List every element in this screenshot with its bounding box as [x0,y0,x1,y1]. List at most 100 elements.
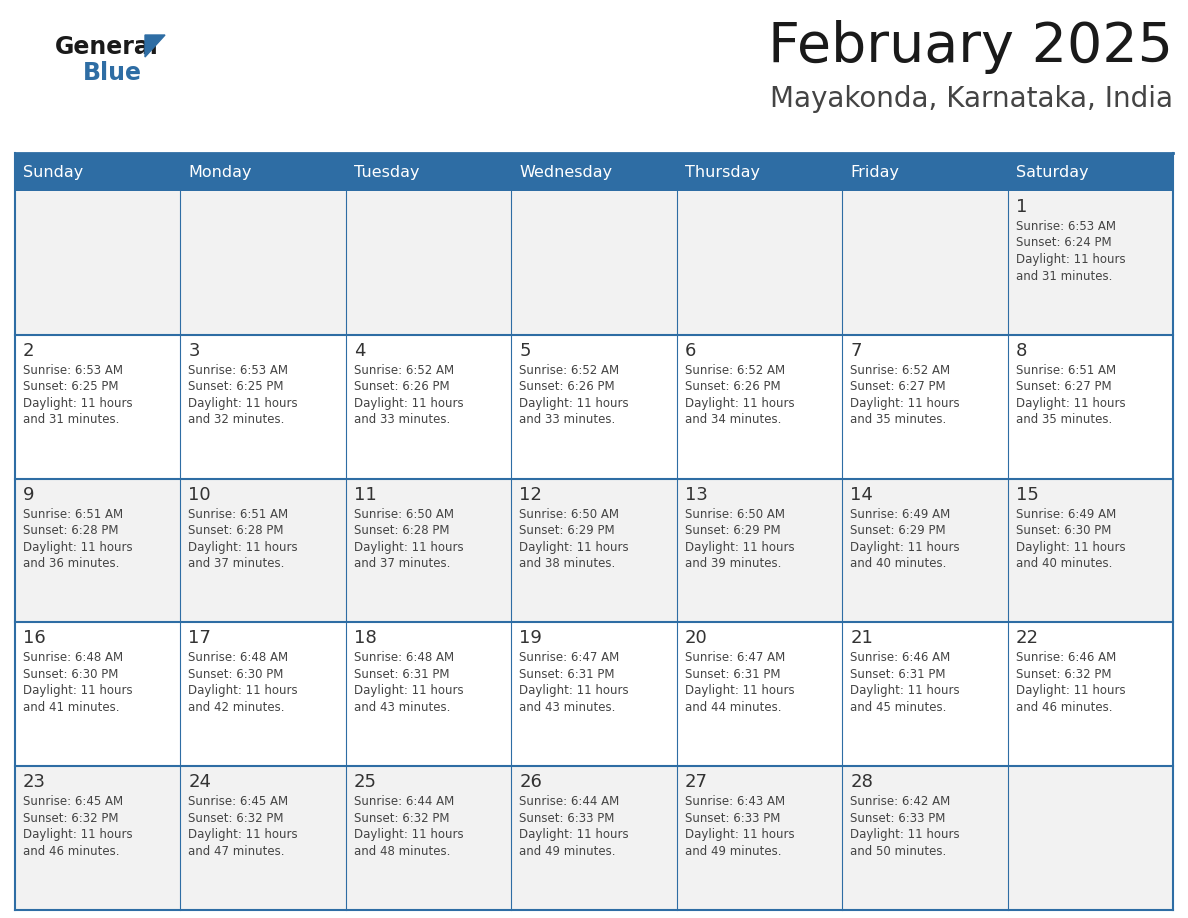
Text: Sunrise: 6:52 AM: Sunrise: 6:52 AM [354,364,454,376]
Text: Sunset: 6:24 PM: Sunset: 6:24 PM [1016,237,1111,250]
Text: Daylight: 11 hours: Daylight: 11 hours [23,685,133,698]
Text: Daylight: 11 hours: Daylight: 11 hours [519,685,628,698]
Bar [15,478,1173,622]
Text: Sunset: 6:32 PM: Sunset: 6:32 PM [1016,668,1111,681]
Text: Daylight: 11 hours: Daylight: 11 hours [851,541,960,554]
Text: and 33 minutes.: and 33 minutes. [519,413,615,426]
Text: Sunset: 6:31 PM: Sunset: 6:31 PM [354,668,449,681]
Text: Sunday: Sunday [23,165,83,181]
Text: Sunrise: 6:50 AM: Sunrise: 6:50 AM [519,508,619,521]
Text: Daylight: 11 hours: Daylight: 11 hours [1016,397,1125,409]
Text: Sunrise: 6:45 AM: Sunrise: 6:45 AM [23,795,124,808]
Text: and 49 minutes.: and 49 minutes. [684,845,782,857]
Text: 24: 24 [189,773,211,791]
Text: and 49 minutes.: and 49 minutes. [519,845,615,857]
Text: 18: 18 [354,630,377,647]
Text: Daylight: 11 hours: Daylight: 11 hours [23,397,133,409]
Text: Daylight: 11 hours: Daylight: 11 hours [23,828,133,841]
Text: Daylight: 11 hours: Daylight: 11 hours [519,541,628,554]
Polygon shape [145,35,165,57]
Text: Sunset: 6:31 PM: Sunset: 6:31 PM [684,668,781,681]
Text: 3: 3 [189,341,200,360]
Text: and 43 minutes.: and 43 minutes. [519,701,615,714]
Text: and 44 minutes.: and 44 minutes. [684,701,782,714]
Text: and 31 minutes.: and 31 minutes. [23,413,119,426]
Text: Wednesday: Wednesday [519,165,612,181]
Text: 20: 20 [684,630,708,647]
Text: 27: 27 [684,773,708,791]
Text: Tuesday: Tuesday [354,165,419,181]
Text: Daylight: 11 hours: Daylight: 11 hours [851,685,960,698]
Text: Sunset: 6:30 PM: Sunset: 6:30 PM [23,668,119,681]
Text: Sunset: 6:33 PM: Sunset: 6:33 PM [684,812,781,824]
Text: Sunset: 6:31 PM: Sunset: 6:31 PM [519,668,614,681]
Text: Sunrise: 6:44 AM: Sunrise: 6:44 AM [354,795,454,808]
Text: Sunset: 6:33 PM: Sunset: 6:33 PM [519,812,614,824]
Text: Sunset: 6:28 PM: Sunset: 6:28 PM [189,524,284,537]
Text: Sunset: 6:29 PM: Sunset: 6:29 PM [684,524,781,537]
Text: Daylight: 11 hours: Daylight: 11 hours [519,397,628,409]
Text: Sunrise: 6:50 AM: Sunrise: 6:50 AM [354,508,454,521]
Text: Daylight: 11 hours: Daylight: 11 hours [684,541,795,554]
Text: and 39 minutes.: and 39 minutes. [684,557,781,570]
Text: Sunset: 6:26 PM: Sunset: 6:26 PM [519,380,615,393]
Text: Saturday: Saturday [1016,165,1088,181]
Text: Sunrise: 6:53 AM: Sunrise: 6:53 AM [1016,220,1116,233]
Text: and 31 minutes.: and 31 minutes. [1016,270,1112,283]
Bar [511,153,677,191]
Text: 22: 22 [1016,630,1038,647]
Text: Sunset: 6:32 PM: Sunset: 6:32 PM [189,812,284,824]
Text: 28: 28 [851,773,873,791]
Bar [15,191,1173,335]
Text: 26: 26 [519,773,542,791]
Text: Sunrise: 6:47 AM: Sunrise: 6:47 AM [684,652,785,665]
Text: Daylight: 11 hours: Daylight: 11 hours [519,828,628,841]
Text: 2: 2 [23,341,34,360]
Text: and 35 minutes.: and 35 minutes. [851,413,947,426]
Text: Daylight: 11 hours: Daylight: 11 hours [684,685,795,698]
Text: Sunset: 6:29 PM: Sunset: 6:29 PM [851,524,946,537]
Text: Sunrise: 6:49 AM: Sunrise: 6:49 AM [1016,508,1116,521]
Text: Daylight: 11 hours: Daylight: 11 hours [189,828,298,841]
Text: and 43 minutes.: and 43 minutes. [354,701,450,714]
Text: Sunrise: 6:53 AM: Sunrise: 6:53 AM [189,364,289,376]
Bar [15,335,1173,478]
Text: Daylight: 11 hours: Daylight: 11 hours [851,828,960,841]
Text: Sunset: 6:28 PM: Sunset: 6:28 PM [354,524,449,537]
Text: Sunrise: 6:50 AM: Sunrise: 6:50 AM [684,508,785,521]
Text: Sunrise: 6:48 AM: Sunrise: 6:48 AM [354,652,454,665]
Text: and 38 minutes.: and 38 minutes. [519,557,615,570]
Text: Daylight: 11 hours: Daylight: 11 hours [1016,685,1125,698]
Text: Sunset: 6:33 PM: Sunset: 6:33 PM [851,812,946,824]
Text: Sunset: 6:25 PM: Sunset: 6:25 PM [23,380,119,393]
Text: Thursday: Thursday [684,165,759,181]
Text: and 42 minutes.: and 42 minutes. [189,701,285,714]
Bar [1007,153,1173,191]
Text: and 45 minutes.: and 45 minutes. [851,701,947,714]
Text: 1: 1 [1016,198,1026,216]
Text: Monday: Monday [189,165,252,181]
Text: Sunrise: 6:44 AM: Sunrise: 6:44 AM [519,795,619,808]
Text: Sunrise: 6:51 AM: Sunrise: 6:51 AM [1016,364,1116,376]
Text: and 46 minutes.: and 46 minutes. [1016,701,1112,714]
Text: Sunrise: 6:52 AM: Sunrise: 6:52 AM [684,364,785,376]
Text: Sunrise: 6:42 AM: Sunrise: 6:42 AM [851,795,950,808]
Text: and 47 minutes.: and 47 minutes. [189,845,285,857]
Text: Sunset: 6:32 PM: Sunset: 6:32 PM [354,812,449,824]
Bar [15,153,181,191]
Text: and 34 minutes.: and 34 minutes. [684,413,781,426]
Text: Sunset: 6:32 PM: Sunset: 6:32 PM [23,812,119,824]
Text: February 2025: February 2025 [767,20,1173,74]
Text: Sunset: 6:28 PM: Sunset: 6:28 PM [23,524,119,537]
Text: 14: 14 [851,486,873,504]
Text: Sunset: 6:26 PM: Sunset: 6:26 PM [684,380,781,393]
Text: Sunrise: 6:52 AM: Sunrise: 6:52 AM [851,364,950,376]
Text: Sunrise: 6:43 AM: Sunrise: 6:43 AM [684,795,785,808]
Text: 9: 9 [23,486,34,504]
Text: Sunrise: 6:52 AM: Sunrise: 6:52 AM [519,364,619,376]
Text: Daylight: 11 hours: Daylight: 11 hours [1016,541,1125,554]
Text: 4: 4 [354,341,366,360]
Text: Sunset: 6:30 PM: Sunset: 6:30 PM [189,668,284,681]
Text: 17: 17 [189,630,211,647]
Text: Daylight: 11 hours: Daylight: 11 hours [189,541,298,554]
